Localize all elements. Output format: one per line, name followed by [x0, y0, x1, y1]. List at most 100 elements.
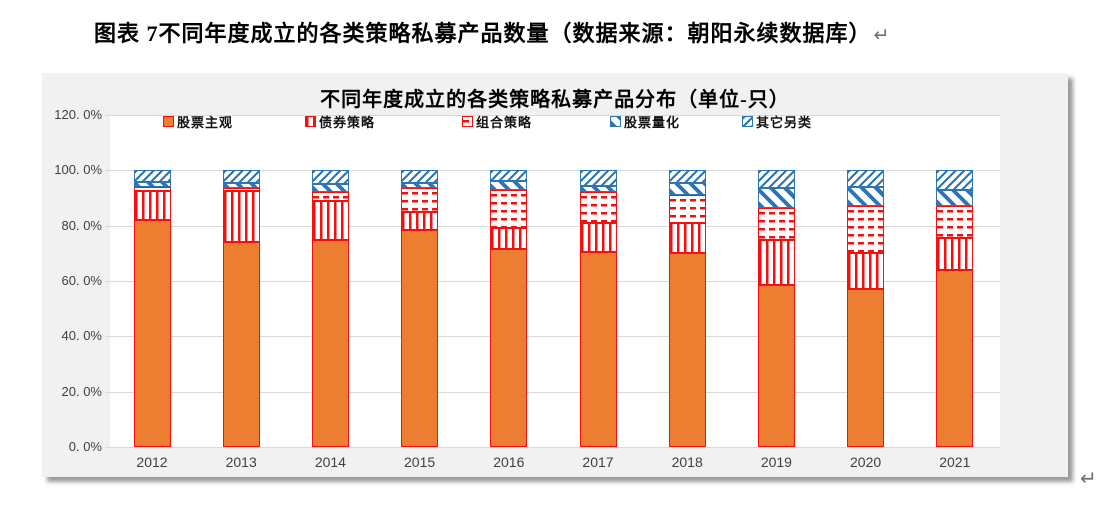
y-axis-tick-label: 120. 0%: [54, 107, 102, 122]
chart-title: 不同年度成立的各类策略私募产品分布（单位-只）: [320, 89, 790, 111]
bar-segment: [757, 187, 795, 208]
y-axis-tick-label: 20. 0%: [61, 383, 102, 399]
stacked-bar-2013: [222, 170, 260, 447]
bar-segment: [311, 184, 349, 193]
bar-segment: [133, 220, 171, 447]
bar-segment: [936, 206, 974, 239]
stacked-bar-2019: [757, 170, 795, 447]
bar-segment: [936, 269, 974, 447]
paragraph-mark-icon: ↵: [1080, 466, 1097, 490]
bar-segment: [401, 170, 439, 183]
bar-segment: [757, 285, 795, 447]
bar-segment: [579, 170, 617, 186]
bar-segment: [222, 191, 260, 243]
x-axis-tick-label: 2016: [493, 454, 525, 470]
x-axis-tick-label: 2013: [225, 454, 257, 470]
legend-item: 股票主观: [163, 113, 234, 130]
y-axis-tick-label: 0. 0%: [68, 439, 102, 454]
x-axis-tick-label: 2021: [939, 454, 971, 470]
y-axis-tick-label: 100. 0%: [54, 162, 102, 178]
bar-segment: [668, 195, 706, 223]
gridline: [105, 336, 1000, 338]
bar-segment: [757, 170, 795, 188]
bar-segment: [222, 170, 260, 183]
bar-segment: [579, 192, 617, 223]
bar-segment: [401, 182, 439, 189]
stacked-bar-2018: [668, 170, 706, 447]
bar-segment: [222, 182, 260, 188]
bar-segment: [133, 181, 171, 187]
stacked-bar-2015: [401, 170, 439, 447]
bar-segment: [490, 228, 528, 250]
legend-swatch-icon: [462, 115, 473, 127]
y-axis-tick-label: 60. 0%: [61, 273, 102, 288]
gridline: [105, 281, 1000, 282]
stacked-bar-2020: [847, 170, 885, 447]
chart-container[interactable]: 不同年度成立的各类策略私募产品分布（单位-只） 120. 0% 100. 0% 80…: [42, 73, 1068, 477]
gridline: [105, 447, 1000, 448]
gridline: [105, 170, 1000, 172]
bar-segment: [847, 289, 885, 447]
bar-segment: [579, 251, 617, 447]
x-axis-tick-label: 2017: [582, 454, 614, 470]
bar-segment: [847, 170, 885, 188]
bar-segment: [668, 170, 706, 184]
bar-segment: [490, 170, 528, 182]
y-axis-tick-label: 80. 0%: [61, 217, 102, 233]
bar-segment: [311, 192, 349, 201]
bar-segment: [936, 170, 974, 190]
bar-segment: [490, 249, 528, 447]
bar-segment: [133, 186, 171, 192]
bar-segment: [847, 187, 885, 207]
bar-segment: [579, 222, 617, 252]
x-axis-tick-label: 2020: [850, 454, 882, 470]
bar-segment: [847, 206, 885, 254]
legend-item: 组合策略: [462, 113, 533, 130]
bar-segment: [311, 200, 349, 240]
bar-segment: [401, 229, 439, 447]
bar-segment: [936, 238, 974, 270]
bar-segment: [668, 222, 706, 254]
bar-segment: [668, 183, 706, 196]
bar-segment: [668, 253, 706, 447]
x-axis-tick-label: 2019: [760, 454, 792, 470]
stacked-bar-2014: [311, 170, 349, 447]
bar-segment: [847, 253, 885, 290]
stacked-bar-2012: [133, 170, 171, 447]
legend-label: 其它另类: [756, 114, 813, 130]
stacked-bar-2016: [490, 170, 528, 447]
bar-segment: [401, 188, 439, 212]
bar-segment: [936, 189, 974, 207]
bar-segment: [757, 239, 795, 286]
legend-item: 股票量化: [610, 113, 681, 130]
legend-swatch-icon: [163, 115, 174, 127]
stacked-bar-2021: [936, 170, 974, 447]
legend-label: 股票量化: [624, 114, 681, 130]
bar-segment: [133, 191, 171, 221]
stacked-bar-2017: [579, 170, 617, 447]
x-axis-tick-label: 2014: [314, 454, 346, 470]
bar-segment: [757, 207, 795, 240]
figure-caption: 图表 7不同年度成立的各类策略私募产品数量（数据来源：朝阳永续数据库） ↵: [94, 16, 1094, 48]
x-axis-tick-label: 2018: [671, 454, 703, 470]
x-axis-tick-label: 2012: [136, 454, 168, 470]
legend-item: 其它另类: [742, 113, 813, 130]
bar-segment: [579, 185, 617, 193]
bar-segment: [133, 170, 171, 182]
figure-caption-text: 图表 7不同年度成立的各类策略私募产品数量（数据来源：朝阳永续数据库）: [94, 21, 872, 46]
legend-label: 债券策略: [319, 114, 376, 130]
gridline: [105, 115, 1000, 116]
legend-label: 股票主观: [177, 114, 234, 130]
bar-segment: [222, 187, 260, 192]
legend-swatch-icon: [610, 115, 621, 127]
bar-segment: [490, 181, 528, 190]
bar-segment: [311, 239, 349, 447]
x-axis-tick-label: 2015: [404, 454, 436, 470]
legend-swatch-icon: [305, 115, 316, 127]
legend-label: 组合策略: [476, 114, 533, 130]
bar-segment: [311, 170, 349, 185]
y-axis-tick-label: 40. 0%: [61, 328, 102, 344]
paragraph-mark-icon: ↵: [873, 24, 891, 46]
bar-segment: [222, 242, 260, 447]
bar-segment: [490, 189, 528, 229]
